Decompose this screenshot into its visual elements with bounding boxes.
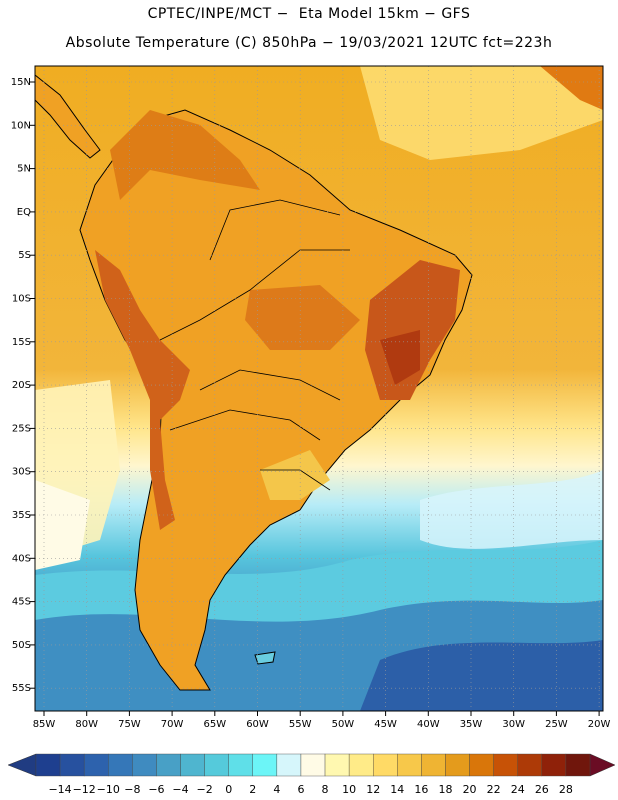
colorbar-tick-label: 20 [463,783,477,796]
coldest-band [360,640,603,711]
colorbar-swatch [493,753,518,777]
lat-tick-label: 15S [12,337,31,348]
colorbar-swatch [348,753,374,777]
colorbar-tick-label: −12 [73,783,96,796]
colorbar-swatch [276,753,302,777]
lon-tick-label: 60W [246,719,269,730]
lat-tick-label: 50S [12,640,31,651]
warm-patch-ne [540,66,603,110]
cooler-area-uruguay [260,450,330,500]
colorbar-swatch [35,753,61,777]
colorbar-tick-label: −10 [97,783,120,796]
colorbar-swatch [228,753,253,777]
lon-tick-label: 35W [460,719,483,730]
lon-tick-label: 40W [417,719,440,730]
lon-tick-label: 80W [75,719,98,730]
pale-pacific-patch [35,480,90,570]
chart-title-line2: Absolute Temperature (C) 850hPa − 19/03/… [65,35,553,51]
colorbar-swatch [324,753,350,777]
lon-tick-label: 45W [374,719,397,730]
colorbar-swatch [252,753,278,777]
colorbar-swatch [421,753,446,777]
lon-tick-label: 75W [118,719,141,730]
colorbar-swatch [373,753,398,777]
temperature-field [35,66,603,711]
colorbar-swatch [517,753,543,777]
colorbar: −14 −12 −10 −8 −6 −4 −2 0 2 4 6 8 10 12 14 16 18 20 22 24 26… [7,753,616,796]
colorbar-tick-label: 14 [390,783,404,796]
colorbar-tick-label: −8 [124,783,140,796]
falkland-islands [254,651,276,665]
colorbar-tick-label: 6 [297,783,304,796]
lon-tick-label: 50W [332,719,355,730]
colorbar-swatch [59,753,85,777]
chart-title-line1: CPTEC/INPE/MCT − Eta Model 15km − GFS [147,6,471,22]
colorbar-tick-label: −6 [148,783,164,796]
colorbar-tick-label: 22 [487,783,501,796]
colorbar-tick-label: 16 [414,783,428,796]
lon-tick-label: 70W [161,719,184,730]
colorbar-tick-label: 18 [438,783,452,796]
lat-tick-label: 45S [12,597,31,608]
lat-tick-label: 15N [11,77,31,88]
colorbar-tick-label: 10 [342,783,356,796]
lon-tick-label: 20W [588,719,611,730]
cool-atlantic-patch [420,470,603,549]
colorbar-tick-label: −2 [196,783,212,796]
colorbar-tick-label: 26 [535,783,549,796]
very-hot-area-east [380,330,420,385]
colorbar-swatch [132,753,157,777]
colorbar-low-arrow [7,753,37,777]
hot-area-central [245,285,360,350]
graticule [35,66,603,711]
warm-ocean-band [360,66,603,160]
lat-tick-label: 25S [12,423,31,434]
lat-tick-label: 35S [12,510,31,521]
colorbar-swatch [445,753,470,777]
colorbar-swatch [469,753,494,777]
colorbar-high-arrow [589,753,616,777]
lon-tick-label: 55W [289,719,312,730]
colorbar-swatch [541,753,567,777]
lat-tick-label: 10N [11,120,31,131]
colorbar-tick-label: 24 [511,783,525,796]
colorbar-tick-label: −14 [48,783,71,796]
lat-tick-label: 30S [12,467,31,478]
colorbar-swatch [180,753,205,777]
central-america [35,74,101,159]
colorbar-swatch [204,753,229,777]
lon-tick-label: 30W [502,719,525,730]
lat-tick-label: 5S [18,250,31,261]
lat-tick-label: 55S [12,683,31,694]
colorbar-swatch [565,753,591,777]
lat-tick-label: 5N [17,164,31,175]
colorbar-tick-label: 2 [249,783,256,796]
colorbar-tick-label: 12 [366,783,380,796]
lon-tick-label: 65W [203,719,226,730]
lon-tick-label: 85W [33,719,56,730]
longitude-axis: 85W 80W 75W 70W 65W 60W 55W 50W 45W 40W 35W 30W 25W 2… [33,711,611,730]
lon-tick-label: 25W [545,719,568,730]
colorbar-swatch [83,753,109,777]
colorbar-swatch [156,753,181,777]
lat-tick-label: 10S [12,294,31,305]
lat-tick-label: 20S [12,380,31,391]
lat-tick-label: EQ [17,207,31,218]
hot-area-andes [95,250,190,530]
colorbar-swatch [108,753,133,777]
hot-area-north [110,110,260,200]
colorbar-swatch [300,753,326,777]
colorbar-swatch [397,753,422,777]
map-frame [34,65,604,712]
latitude-axis: 15N 10N 5N EQ 5S 10S 15S 20S 25S 30S 35S 40S 45S 50S 5… [11,77,35,694]
colorbar-tick-label: 28 [559,783,573,796]
colorbar-tick-label: −4 [172,783,188,796]
colorbar-tick-label: 4 [273,783,280,796]
colorbar-tick-label: 8 [322,783,329,796]
lat-tick-label: 40S [12,553,31,564]
country-borders [159,199,350,491]
colorbar-tick-label: 0 [225,783,232,796]
